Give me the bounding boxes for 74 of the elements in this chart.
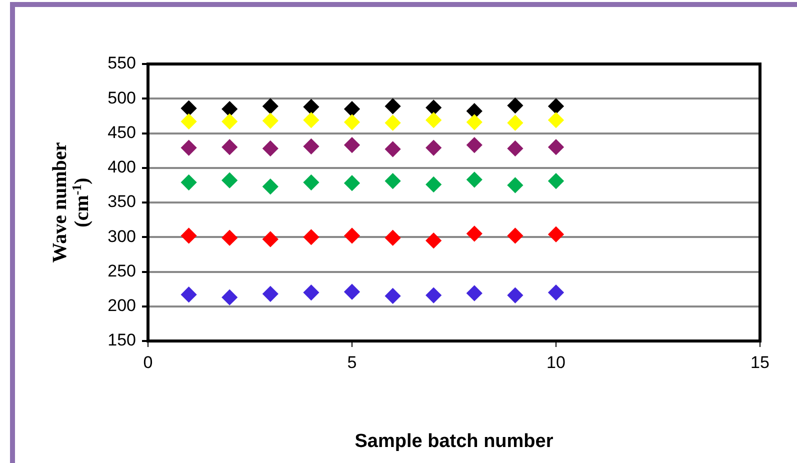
- point: [548, 284, 564, 300]
- point: [344, 228, 360, 244]
- point: [466, 226, 482, 242]
- x-tick-label: 5: [347, 352, 357, 372]
- point: [385, 288, 401, 304]
- point: [344, 137, 360, 153]
- y-tick-label: 350: [108, 192, 136, 212]
- point: [466, 103, 482, 119]
- point: [548, 226, 564, 242]
- x-tick-label: 0: [143, 352, 153, 372]
- x-axis-title: Sample batch number: [354, 430, 554, 452]
- point: [466, 172, 482, 188]
- point: [262, 113, 278, 129]
- point: [222, 290, 238, 306]
- point: [548, 139, 564, 155]
- point: [507, 228, 523, 244]
- y-tick-label: 500: [108, 88, 136, 108]
- point: [303, 99, 319, 115]
- point: [507, 98, 523, 114]
- point: [262, 178, 278, 194]
- point: [385, 230, 401, 246]
- point: [385, 173, 401, 189]
- y-tick-label: 250: [108, 261, 136, 280]
- point: [262, 98, 278, 114]
- point: [344, 101, 360, 117]
- y-tick-label: 550: [108, 54, 136, 73]
- point: [344, 175, 360, 191]
- y-tick-label: 150: [108, 330, 136, 350]
- point: [344, 284, 360, 300]
- point: [385, 115, 401, 131]
- point: [426, 112, 442, 128]
- point: [344, 114, 360, 130]
- point: [303, 174, 319, 190]
- point: [548, 112, 564, 128]
- point: [303, 138, 319, 154]
- point: [466, 137, 482, 153]
- point: [222, 114, 238, 130]
- point: [466, 285, 482, 301]
- point: [222, 139, 238, 155]
- point: [548, 98, 564, 114]
- x-tick-label: 15: [750, 352, 770, 372]
- point: [181, 174, 197, 190]
- point: [181, 228, 197, 244]
- point: [426, 140, 442, 156]
- point: [507, 140, 523, 156]
- point: [222, 172, 238, 188]
- point: [303, 229, 319, 245]
- y-tick-label: 450: [108, 122, 136, 142]
- point: [222, 101, 238, 117]
- point: [466, 114, 482, 130]
- y-tick-label: 400: [108, 158, 136, 177]
- point: [426, 288, 442, 304]
- point: [222, 230, 238, 246]
- x-tick-label: 10: [546, 352, 566, 372]
- point: [507, 288, 523, 304]
- point: [262, 231, 278, 247]
- point: [426, 232, 442, 248]
- point: [548, 173, 564, 189]
- point: [507, 177, 523, 193]
- point: [385, 98, 401, 114]
- y-tick-label: 200: [108, 296, 136, 316]
- point: [426, 176, 442, 192]
- point: [385, 141, 401, 157]
- point: [507, 115, 523, 131]
- y-tick-label: 300: [108, 226, 136, 246]
- point: [262, 286, 278, 302]
- point: [181, 114, 197, 130]
- point: [181, 140, 197, 156]
- point: [426, 100, 442, 116]
- point: [181, 100, 197, 116]
- point: [303, 284, 319, 300]
- point: [262, 140, 278, 156]
- point: [181, 286, 197, 302]
- point: [303, 112, 319, 128]
